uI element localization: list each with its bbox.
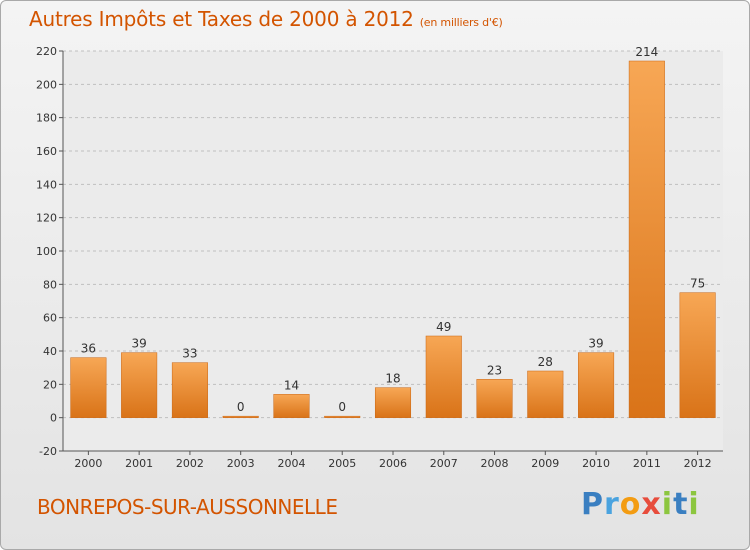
data-label: 23	[487, 363, 502, 377]
y-tick-label: 100	[36, 245, 57, 258]
y-tick-label: 0	[50, 412, 57, 425]
logo-letter: o	[619, 487, 642, 522]
y-tick-label: 60	[43, 312, 57, 325]
chart-title: Autres Impôts et Taxes de 2000 à 2012 (en…	[29, 7, 503, 31]
logo-letter: i	[661, 487, 674, 522]
x-tick-label: 2006	[379, 457, 407, 470]
data-label: 75	[690, 277, 705, 291]
bar	[476, 379, 513, 418]
bar	[374, 387, 412, 418]
logo-letter: P	[581, 487, 604, 522]
chart-title-text: Autres Impôts et Taxes de 2000 à 2012	[29, 7, 414, 31]
x-tick-label: 2009	[531, 457, 559, 470]
y-tick-label: 80	[43, 278, 57, 291]
x-tick-label: 2007	[430, 457, 458, 470]
x-tick-label: 2000	[74, 457, 102, 470]
data-label: 0	[237, 400, 245, 414]
x-tick-label: 2005	[328, 457, 356, 470]
data-label: 49	[436, 320, 451, 334]
logo-letter: i	[688, 487, 700, 522]
data-label: 18	[385, 372, 400, 386]
bar	[222, 415, 259, 418]
commune-name: BONREPOS-SUR-AUSSONNELLE	[37, 495, 338, 519]
y-tick-label: 120	[36, 212, 57, 225]
data-label: 36	[81, 342, 96, 356]
data-label: 39	[588, 337, 603, 351]
y-tick-label: 220	[36, 45, 57, 58]
y-tick-label: 40	[43, 345, 57, 358]
x-tick-label: 2004	[277, 457, 305, 470]
y-tick-label: 160	[36, 145, 57, 158]
bar	[324, 415, 361, 418]
bar	[679, 292, 716, 418]
data-label: 214	[635, 45, 658, 59]
bar	[527, 370, 564, 418]
y-tick-label: 180	[36, 112, 57, 125]
proxiti-logo: Proxiti	[581, 487, 700, 522]
bar	[628, 60, 665, 418]
x-tick-label: 2001	[125, 457, 153, 470]
x-tick-label: 2011	[633, 457, 661, 470]
x-tick-label: 2012	[684, 457, 712, 470]
logo-letter: t	[673, 487, 689, 522]
y-tick-label: -20	[39, 445, 57, 458]
logo-letter: x	[641, 487, 662, 522]
data-label: 39	[132, 337, 147, 351]
y-tick-label: 140	[36, 178, 57, 191]
data-label: 14	[284, 378, 299, 392]
y-tick-label: 200	[36, 78, 57, 91]
x-tick-label: 2003	[227, 457, 255, 470]
chart-unit: (en milliers d'€)	[419, 16, 503, 29]
bar	[121, 352, 158, 418]
bar	[171, 362, 208, 418]
logo-letter: r	[604, 487, 620, 522]
bar	[70, 357, 107, 418]
x-tick-label: 2010	[582, 457, 610, 470]
data-label: 33	[182, 347, 197, 361]
x-tick-label: 2002	[176, 457, 204, 470]
data-label: 0	[338, 400, 346, 414]
bar	[273, 394, 310, 418]
data-label: 28	[538, 355, 553, 369]
x-tick-label: 2008	[481, 457, 509, 470]
bar	[578, 352, 615, 418]
bar	[425, 335, 462, 418]
y-tick-label: 20	[43, 378, 57, 391]
